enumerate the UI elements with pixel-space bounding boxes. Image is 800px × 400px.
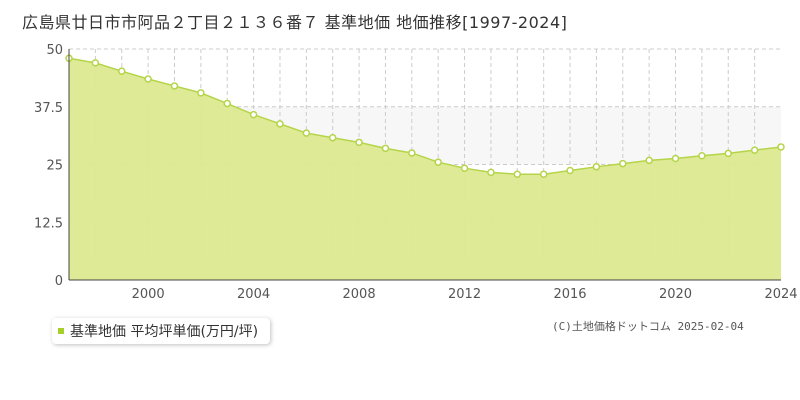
data-point-2024[interactable] bbox=[777, 143, 785, 151]
legend-label: 基準地価 平均坪単価(万円/坪) bbox=[70, 324, 259, 340]
y-tick-label: 12.5 bbox=[34, 216, 63, 231]
x-tick-label: 2024 bbox=[764, 287, 797, 302]
chart-title: 広島県廿日市市阿品２丁目２１３６番７ 基準地価 地価推移[1997-2024] bbox=[22, 13, 568, 32]
data-point-2007[interactable] bbox=[328, 133, 337, 142]
data-point-2009[interactable] bbox=[381, 144, 390, 153]
x-tick-label: 2012 bbox=[448, 287, 481, 302]
area-series bbox=[68, 57, 782, 280]
data-point-2006[interactable] bbox=[302, 129, 311, 137]
y-tick-label: 37.5 bbox=[34, 101, 63, 116]
data-point-2000[interactable] bbox=[144, 75, 152, 83]
data-point-2023[interactable] bbox=[750, 146, 759, 154]
x-tick-label: 2020 bbox=[659, 287, 692, 302]
x-tick-label: 2008 bbox=[343, 287, 376, 302]
data-point-2013[interactable] bbox=[487, 168, 495, 177]
legend-marker-icon bbox=[58, 328, 64, 334]
data-point-1999[interactable] bbox=[117, 67, 126, 75]
data-point-2016[interactable] bbox=[566, 166, 574, 175]
data-point-2012[interactable] bbox=[460, 164, 469, 172]
y-tick-label: 50 bbox=[46, 43, 63, 58]
data-point-2015[interactable] bbox=[539, 170, 548, 178]
data-point-2017[interactable] bbox=[592, 163, 601, 171]
data-point-2008[interactable] bbox=[355, 138, 363, 147]
data-point-2021[interactable] bbox=[698, 151, 706, 160]
series-line bbox=[68, 57, 782, 175]
tick-labels: 0 12.5 25 37.5 50 2000 2004 2008 2012 2016 2020 202… bbox=[34, 43, 798, 302]
data-point-2022[interactable] bbox=[724, 149, 733, 158]
data-point-2011[interactable] bbox=[434, 158, 442, 166]
data-point-1998[interactable] bbox=[91, 59, 100, 67]
legend[interactable]: 基準地価 平均坪単価(万円/坪) bbox=[52, 318, 271, 344]
data-point-2010[interactable] bbox=[408, 149, 416, 157]
x-tick-label: 2016 bbox=[553, 287, 586, 302]
data-point-2002[interactable] bbox=[197, 89, 205, 97]
x-tick-label: 2004 bbox=[237, 287, 270, 302]
data-point-2019[interactable] bbox=[645, 156, 653, 165]
y-tick-label: 0 bbox=[55, 274, 63, 289]
copyright-note: (C)土地価格ドットコム 2025-02-04 bbox=[552, 320, 744, 333]
data-point-2005[interactable] bbox=[276, 120, 284, 128]
x-tick-label: 2000 bbox=[132, 287, 165, 302]
data-point-2014[interactable] bbox=[513, 170, 522, 178]
series-area bbox=[69, 58, 781, 280]
data-point-2020[interactable] bbox=[671, 154, 680, 163]
data-point-2003[interactable] bbox=[223, 99, 231, 108]
y-tick-label: 25 bbox=[46, 159, 63, 174]
data-point-2018[interactable] bbox=[619, 159, 627, 168]
data-point-2004[interactable] bbox=[249, 110, 258, 119]
data-point-2001[interactable] bbox=[170, 82, 179, 90]
axes bbox=[68, 49, 781, 281]
